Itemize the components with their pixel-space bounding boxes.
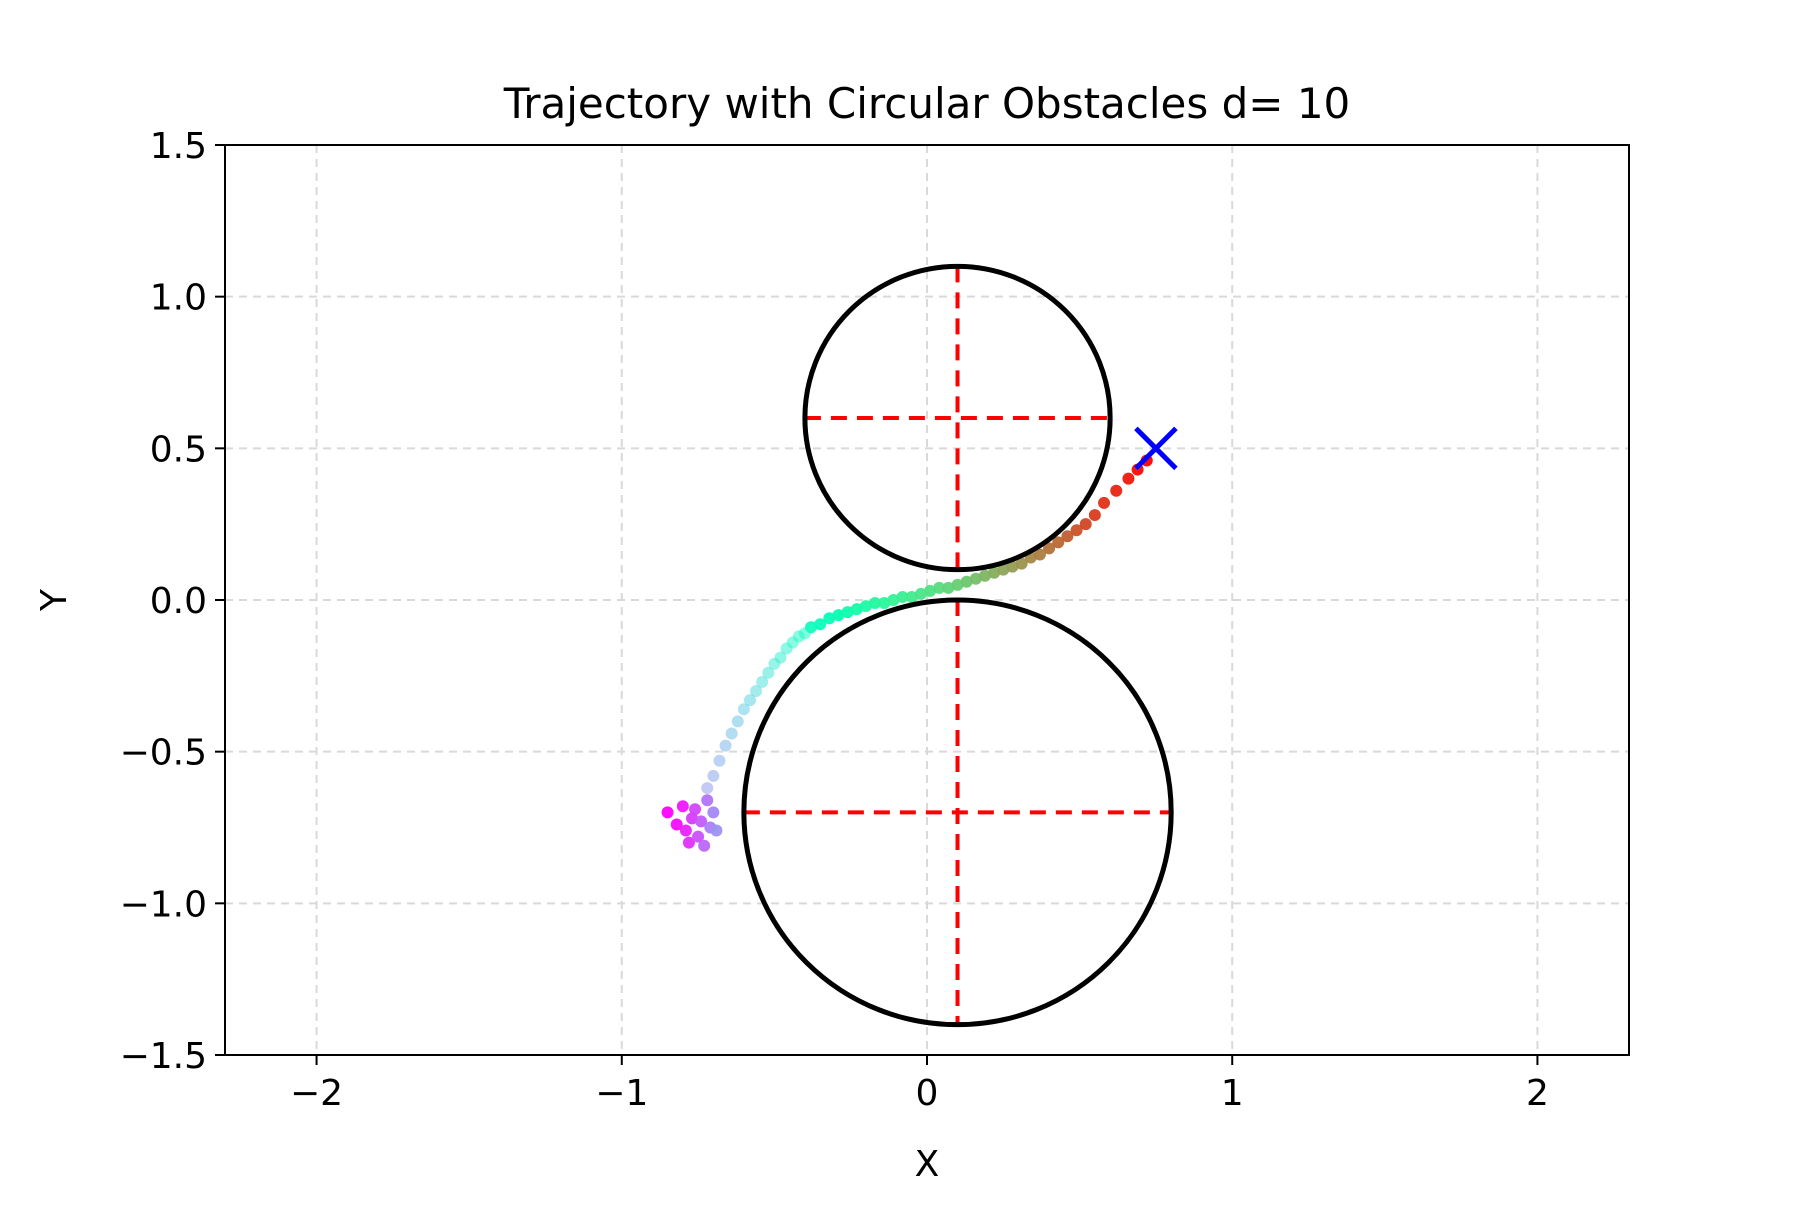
- trajectory-point: [698, 839, 711, 852]
- trajectory-point: [731, 715, 744, 728]
- trajectory-point: [695, 815, 708, 828]
- obstacle-circle: [741, 597, 1174, 1028]
- trajectory-point: [710, 824, 723, 837]
- trajectory-point: [805, 621, 818, 634]
- trajectory-point: [969, 572, 982, 585]
- trajectory-point: [661, 806, 674, 819]
- trajectory-point: [737, 703, 750, 716]
- target-marker-stroke: [1134, 426, 1178, 471]
- trajectory-point: [725, 727, 738, 740]
- trajectory-point: [682, 836, 695, 849]
- x-tick-label: −2: [290, 1073, 343, 1114]
- trajectory-point: [1015, 557, 1028, 570]
- trajectory-point: [1052, 536, 1065, 549]
- trajectory-point: [1079, 518, 1092, 531]
- trajectory-point: [850, 603, 863, 616]
- trajectory-point: [859, 600, 872, 613]
- trajectory-point: [719, 739, 732, 752]
- trajectory-point: [750, 685, 763, 697]
- x-tick-label: 2: [1526, 1073, 1549, 1114]
- trajectory-point: [887, 594, 900, 606]
- trajectory-point: [878, 597, 891, 610]
- trajectory-point: [1061, 530, 1074, 543]
- trajectory-point: [896, 590, 909, 603]
- trajectory-point: [756, 675, 769, 688]
- y-tick-label: 0.0: [150, 581, 207, 622]
- target-marker: [1134, 426, 1178, 471]
- y-tick-label: −1.0: [120, 884, 207, 925]
- trajectory-point: [924, 584, 937, 597]
- y-tick-label: 1.0: [150, 278, 207, 319]
- trajectory-point: [762, 666, 775, 679]
- trajectory-point: [942, 581, 955, 594]
- trajectory-point: [988, 566, 1001, 579]
- trajectory-point: [701, 782, 714, 795]
- trajectory-point: [933, 581, 946, 594]
- y-axis-label: Y: [34, 588, 75, 612]
- trajectory-point: [1033, 548, 1046, 561]
- trajectory-point: [1043, 542, 1056, 555]
- trajectory-point: [707, 769, 720, 782]
- trajectory-point: [814, 618, 827, 631]
- trajectory-point: [1006, 560, 1019, 573]
- y-tick-label: 1.5: [150, 126, 207, 167]
- trajectory-point: [823, 612, 836, 625]
- x-axis-label: X: [915, 1144, 940, 1185]
- trajectory-point: [841, 606, 854, 619]
- trajectory-point: [713, 754, 726, 767]
- trajectory-point: [685, 812, 698, 825]
- trajectory-point: [774, 651, 787, 664]
- trajectory-point: [743, 694, 756, 707]
- trajectory-point: [997, 563, 1010, 576]
- trajectory-point: [978, 569, 991, 582]
- trajectory-point: [905, 590, 918, 603]
- y-tick-label: −1.5: [120, 1036, 207, 1077]
- trajectory-point: [1070, 524, 1083, 537]
- trajectory-point: [832, 609, 845, 622]
- trajectory-point: [1098, 496, 1111, 509]
- data-layer: [661, 263, 1178, 1028]
- obstacle-circle: [802, 263, 1113, 573]
- y-tick-label: −0.5: [120, 733, 207, 774]
- trajectory-point: [692, 830, 705, 843]
- trajectory-point: [670, 818, 683, 831]
- trajectory-point: [689, 803, 702, 816]
- y-tick-label: 0.5: [150, 429, 207, 470]
- x-tick-label: 0: [916, 1073, 939, 1114]
- x-tick-label: 1: [1221, 1073, 1244, 1114]
- trajectory-point: [960, 575, 973, 588]
- trajectory-point: [951, 578, 964, 591]
- trajectory-point: [914, 587, 927, 600]
- trajectory-point: [1088, 509, 1101, 522]
- tick-layer: −2 −1 0 1 2 −1.5 −1.0 −0.5 0.0 0.5 1.0 1.5: [120, 126, 1549, 1114]
- trajectory-point: [1122, 472, 1135, 485]
- trajectory-point: [676, 800, 689, 813]
- x-tick-label: −1: [595, 1073, 648, 1114]
- chart-title: Trajectory with Circular Obstacles d= 10: [503, 79, 1351, 128]
- trajectory-point: [1110, 484, 1123, 497]
- trajectory-point: [707, 806, 720, 819]
- trajectory-point: [679, 824, 692, 837]
- trajectory-point: [701, 794, 714, 807]
- trajectory-point: [869, 597, 882, 610]
